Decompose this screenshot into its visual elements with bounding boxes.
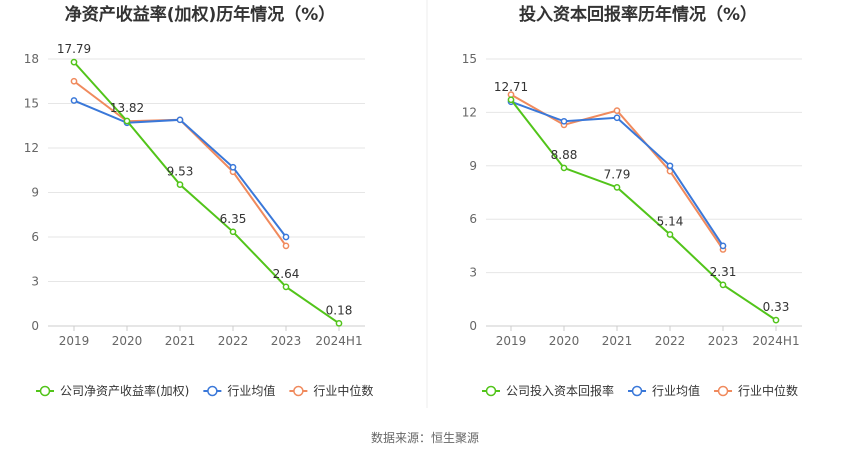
roic-data-point-0 [666, 231, 674, 238]
roic-data-point-1 [719, 242, 727, 250]
roe-x-tick-label: 2022 [218, 334, 249, 348]
roe-chart-title: 净资产收益率(加权)历年情况（%） [65, 4, 336, 25]
roe-data-point-0 [70, 58, 78, 66]
roic-data-point-1 [666, 162, 674, 170]
roe-data-label: 6.35 [220, 212, 247, 226]
roe-x-tick-label: 2023 [271, 334, 302, 348]
roe-legend-marker [39, 385, 51, 397]
roe-y-tick-label: 12 [24, 141, 39, 155]
roic-chart: 投入资本回报率历年情况（%） 0 3 6 9 12 15 2019 2020 2021 2022 2… [462, 4, 802, 398]
roe-data-point-1 [229, 163, 237, 171]
roe-data-label: 13.82 [110, 101, 144, 115]
roe-legend-label[interactable]: 行业中位数 [313, 383, 373, 398]
roic-legend-label[interactable]: 公司投入资本回报率 [506, 383, 614, 398]
roe-x-tick-label: 2021 [165, 334, 196, 348]
roe-y-tick-label: 9 [31, 186, 39, 200]
roic-data-label: 8.88 [551, 148, 578, 162]
roe-data-point-1 [176, 116, 184, 124]
roe-legend-label[interactable]: 公司净资产收益率(加权) [60, 383, 189, 398]
roic-y-tick-label: 3 [469, 266, 477, 280]
roic-chart-title: 投入资本回报率历年情况（%） [519, 4, 757, 25]
roic-data-label: 12.71 [494, 80, 528, 94]
roic-x-tick-label: 2021 [602, 334, 633, 348]
roic-y-tick-label: 6 [469, 212, 477, 226]
roe-legend-marker [293, 385, 304, 397]
roe-data-point-1 [70, 97, 78, 104]
roic-x-tick-label: 2020 [549, 334, 580, 348]
roe-data-point-0 [335, 319, 343, 327]
roic-legend-label[interactable]: 行业均值 [652, 383, 700, 398]
roic-legend-marker [717, 385, 729, 397]
roic-data-label: 0.33 [763, 300, 790, 314]
roe-data-label: 2.64 [273, 267, 300, 281]
roic-legend-label[interactable]: 行业中位数 [738, 383, 798, 398]
roic-x-tick-label: 2023 [708, 334, 739, 348]
roic-data-point-2 [613, 107, 621, 114]
roe-data-point-2 [282, 242, 290, 250]
roe-y-tick-label: 18 [24, 52, 39, 66]
roic-y-tick-label: 12 [462, 105, 477, 119]
roe-data-label: 17.79 [57, 42, 91, 56]
roic-legend-marker [485, 385, 497, 397]
roic-x-tick-label: 2024H1 [752, 334, 799, 348]
roe-x-tick-label: 2020 [112, 334, 143, 348]
roic-data-label: 2.31 [710, 265, 737, 279]
roe-x-tick-label: 2019 [59, 334, 90, 348]
roic-y-tick-label: 9 [469, 159, 477, 173]
roe-data-point-2 [70, 77, 78, 85]
roic-data-point-0 [507, 96, 515, 104]
roe-data-point-0 [123, 117, 131, 125]
roe-series-line-2 [73, 80, 287, 247]
roe-series-line-0 [73, 61, 340, 325]
roe-legend-marker [207, 385, 218, 397]
roe-data-label: 0.18 [326, 303, 353, 317]
roe-y-tick-label: 6 [31, 230, 39, 244]
roic-legend-marker [631, 385, 643, 397]
roic-data-point-0 [772, 316, 780, 324]
roic-y-tick-label: 0 [469, 319, 477, 333]
roe-y-tick-label: 3 [31, 275, 39, 289]
roe-data-point-0 [229, 228, 237, 236]
roe-data-point-1 [282, 233, 290, 241]
roic-data-point-1 [613, 114, 621, 122]
roic-data-label: 7.79 [604, 167, 631, 181]
roic-data-point-0 [613, 183, 621, 191]
roe-data-point-0 [176, 181, 184, 188]
roic-data-label: 5.14 [657, 215, 684, 229]
roic-y-tick-label: 15 [462, 52, 477, 66]
roic-data-point-0 [560, 164, 568, 172]
roe-legend-label[interactable]: 行业均值 [227, 383, 275, 398]
roe-data-label: 9.53 [167, 165, 194, 179]
roic-series-line-0 [510, 99, 777, 321]
roe-y-tick-label: 0 [31, 319, 39, 333]
roic-x-tick-label: 2022 [655, 334, 686, 348]
roe-chart: 净资产收益率(加权)历年情况（%） 0 3 6 9 12 15 18 2019 2020 2021… [24, 4, 374, 398]
roic-data-point-1 [560, 117, 568, 125]
roe-y-tick-label: 15 [24, 97, 39, 111]
roe-data-point-0 [282, 283, 290, 291]
data-source: 数据来源：恒生聚源 [371, 430, 479, 445]
roic-x-tick-label: 2019 [496, 334, 527, 348]
roic-data-point-0 [719, 281, 727, 289]
roe-x-tick-label: 2024H1 [315, 334, 362, 348]
